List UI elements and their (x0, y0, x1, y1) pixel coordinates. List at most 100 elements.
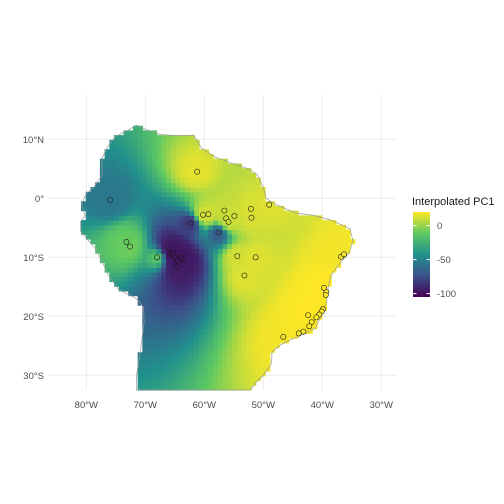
raster-cell-1380 (232, 163, 238, 169)
raster-cell-1469 (241, 196, 247, 202)
raster-cell-1418 (236, 210, 243, 216)
raster-cell-1133 (208, 172, 214, 179)
raster-cell-359 (142, 276, 148, 283)
raster-cell-1394 (236, 323, 243, 330)
raster-cell-1838 (293, 309, 299, 316)
raster-cell-1028 (199, 187, 205, 193)
raster-cell-144 (114, 168, 120, 174)
raster-cell-546 (156, 172, 162, 179)
raster-cell-1217 (217, 243, 224, 249)
raster-cell-1641 (260, 229, 266, 235)
raster-cell-151 (114, 135, 120, 141)
raster-cell-1500 (246, 272, 252, 278)
raster-cell-76 (104, 210, 110, 216)
raster-cell-1080 (203, 182, 210, 188)
raster-cell-1820 (288, 267, 294, 273)
raster-cell-594 (161, 201, 167, 207)
raster-cell-1886 (302, 323, 309, 330)
raster-cell-1553 (250, 238, 257, 245)
raster-cell-1269 (222, 229, 228, 235)
raster-cell-1534 (250, 328, 257, 334)
raster-cell-871 (184, 168, 191, 174)
raster-cell-1021 (199, 220, 205, 226)
raster-cell-1473 (241, 177, 247, 183)
raster-cell-646 (165, 210, 172, 216)
raster-cell-302 (137, 281, 143, 287)
y-axis-labels: 10°N0°10°S20°S30°S (23, 135, 44, 382)
raster-cell-867 (184, 187, 191, 193)
raster-cell-1890 (302, 305, 309, 311)
raster-cell-272 (132, 205, 139, 212)
raster-cell-1697 (269, 300, 276, 306)
raster-cell-1215 (217, 253, 224, 259)
raster-cell-1898 (302, 267, 309, 273)
raster-cell-385 (142, 154, 148, 160)
raster-cell-973 (194, 196, 200, 202)
raster-cell-1950 (312, 253, 318, 259)
raster-cell-1503 (246, 257, 252, 264)
raster-cell-260 (132, 262, 139, 268)
raster-cell-2010 (326, 234, 332, 240)
raster-cell-619 (165, 338, 172, 344)
raster-cell-1009 (199, 276, 205, 283)
raster-cell-1509 (246, 229, 252, 235)
raster-cell-398 (147, 352, 153, 358)
raster-cell-843 (184, 300, 191, 306)
raster-cell-563 (161, 347, 167, 353)
raster-cell-1451 (241, 281, 247, 287)
raster-cell-1367 (232, 224, 238, 231)
raster-cell-104 (109, 210, 115, 216)
raster-cell-1556 (250, 224, 257, 231)
raster-cell-1386 (236, 361, 243, 367)
raster-cell-219 (128, 290, 134, 297)
raster-cell-324 (137, 177, 143, 183)
raster-cell-717 (175, 385, 181, 391)
raster-cell-1042 (203, 361, 210, 367)
raster-cell-348 (142, 328, 148, 334)
raster-cell-1662 (265, 314, 271, 320)
raster-cell-2003 (326, 267, 332, 273)
raster-cell-999 (199, 323, 205, 330)
x-tick-label-2: 60°W (193, 400, 216, 411)
raster-cell-351 (142, 314, 148, 320)
raster-cell-1305 (227, 290, 233, 297)
raster-cell-356 (142, 290, 148, 297)
raster-cell-1975 (316, 238, 323, 245)
raster-cell-1459 (241, 243, 247, 249)
raster-cell-1883 (298, 220, 304, 226)
raster-cell-834 (184, 342, 191, 349)
raster-cell-759 (175, 187, 181, 193)
raster-cell-387 (142, 144, 148, 150)
raster-cell-1091 (208, 371, 214, 377)
raster-cell-1552 (250, 243, 257, 249)
raster-cell-196 (123, 234, 129, 240)
raster-cell-1187 (217, 385, 224, 391)
raster-cell-1431 (241, 375, 247, 382)
raster-cell-369 (142, 229, 148, 235)
raster-cell-549 (156, 158, 162, 165)
raster-cell-1371 (232, 205, 238, 212)
raster-cell-731 (175, 319, 181, 325)
raster-cell-187 (123, 276, 129, 283)
raster-cell-514 (156, 323, 162, 330)
raster-cell-997 (199, 333, 205, 339)
raster-cell-1335 (232, 375, 238, 382)
raster-cell-157 (118, 262, 125, 268)
raster-cell-1407 (236, 262, 243, 268)
raster-cell-166 (118, 220, 125, 226)
raster-cell-1564 (250, 187, 257, 193)
raster-cell-562 (161, 352, 167, 358)
raster-cell-376 (142, 196, 148, 202)
raster-cell-1130 (208, 187, 214, 193)
raster-cell-1128 (208, 196, 214, 202)
raster-cell-958 (194, 267, 200, 273)
raster-cell-777 (180, 356, 186, 363)
raster-cell-2018 (331, 248, 337, 254)
raster-cell-487 (151, 191, 158, 198)
raster-cell-1344 (232, 333, 238, 339)
raster-cell-1754 (279, 314, 285, 320)
raster-cell-249 (128, 149, 134, 155)
raster-cell-1006 (199, 290, 205, 297)
raster-cell-38 (95, 196, 101, 202)
raster-cell-280 (132, 168, 139, 174)
